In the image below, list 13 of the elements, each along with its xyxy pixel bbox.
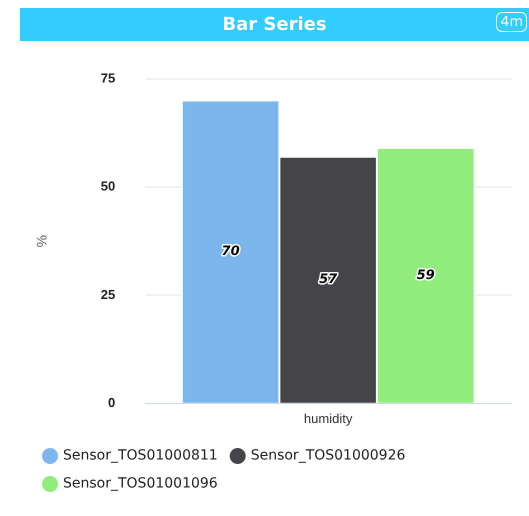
chart-title: Bar Series	[222, 14, 327, 35]
data-label: 70	[222, 244, 240, 260]
data-label: 59	[416, 268, 435, 283]
text: 4m	[496, 12, 527, 32]
y-tick-label: 0	[108, 394, 116, 410]
y-axis-title: %	[33, 234, 50, 248]
y-tick-label: 25	[100, 286, 116, 302]
legend-label: Sensor_TOS01000926	[250, 448, 406, 464]
legend-label: Sensor_TOS01000811	[63, 448, 218, 464]
y-tick-label: 50	[100, 178, 116, 194]
legend-label: Sensor_TOS01001096	[63, 476, 218, 492]
x-tick-label: humidity	[304, 410, 353, 426]
y-tick-label: 75	[100, 70, 116, 86]
